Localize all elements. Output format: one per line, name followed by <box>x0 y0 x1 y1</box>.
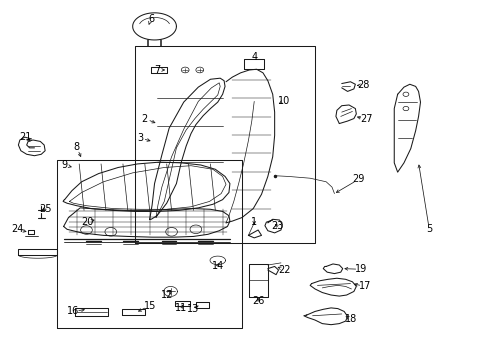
Text: 27: 27 <box>359 114 371 124</box>
Text: 8: 8 <box>74 142 80 152</box>
Text: 23: 23 <box>271 221 283 231</box>
Text: 7: 7 <box>154 65 160 75</box>
Text: 11: 11 <box>175 303 187 313</box>
Text: 15: 15 <box>143 301 156 311</box>
Text: 21: 21 <box>20 132 32 142</box>
Text: 12: 12 <box>160 290 173 300</box>
Text: 28: 28 <box>357 80 369 90</box>
Text: 22: 22 <box>278 265 290 275</box>
Text: 24: 24 <box>11 224 23 234</box>
Text: 2: 2 <box>142 113 148 123</box>
Text: 4: 4 <box>251 53 257 63</box>
Text: 25: 25 <box>39 203 51 213</box>
Text: 18: 18 <box>345 314 357 324</box>
Text: 29: 29 <box>352 174 364 184</box>
Text: 5: 5 <box>425 224 431 234</box>
Text: 13: 13 <box>187 303 199 314</box>
Text: 20: 20 <box>81 217 94 227</box>
Text: 1: 1 <box>251 217 257 227</box>
Text: 17: 17 <box>358 282 370 292</box>
Text: 6: 6 <box>148 14 154 23</box>
Text: 14: 14 <box>211 261 224 271</box>
Text: 3: 3 <box>137 133 142 143</box>
Text: 16: 16 <box>67 306 80 316</box>
Text: 26: 26 <box>251 296 264 306</box>
Text: 19: 19 <box>354 264 366 274</box>
Text: 9: 9 <box>61 160 67 170</box>
Text: 10: 10 <box>278 96 290 106</box>
